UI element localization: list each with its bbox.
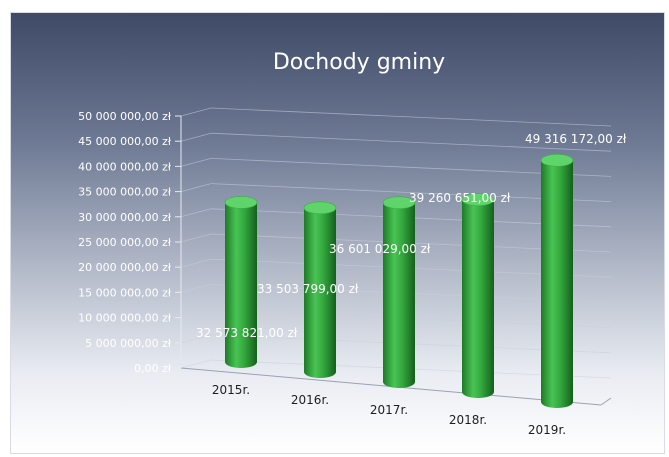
y-tick-label: 20 000 000,00 zł bbox=[78, 261, 172, 274]
x-tick-label: 2015r. bbox=[212, 383, 250, 397]
bar-body bbox=[462, 199, 494, 398]
gridline-side bbox=[180, 284, 212, 293]
bar-2017r. bbox=[382, 196, 416, 388]
bar-layer bbox=[224, 154, 574, 408]
gridline-side bbox=[180, 183, 212, 192]
bar-2018r. bbox=[461, 193, 495, 398]
chart-frame: Dochody gminy 0,00 zł 5 000 000,00 zł 10 0… bbox=[10, 12, 665, 454]
y-tick-label: 50 000 000,00 zł bbox=[78, 110, 172, 123]
gridline-side bbox=[180, 132, 212, 142]
data-label: 39 260 651,00 zł bbox=[409, 191, 511, 205]
data-label: 36 601 029,00 zł bbox=[329, 242, 431, 256]
y-tick-label: 30 000 000,00 zł bbox=[78, 211, 172, 224]
chart-title: Dochody gminy bbox=[273, 50, 445, 75]
y-tick-label: 45 000 000,00 zł bbox=[78, 135, 172, 148]
gridline-side bbox=[180, 233, 212, 243]
bar-top bbox=[224, 196, 258, 209]
floor-right-edge bbox=[600, 397, 612, 406]
bar-top bbox=[540, 154, 574, 167]
gridline-side bbox=[180, 208, 212, 218]
data-label: 33 503 799,00 zł bbox=[257, 282, 359, 296]
bar-2015r. bbox=[224, 196, 258, 368]
x-axis: 2015r. 2016r. 2017r. 2018r. 2019r. bbox=[212, 383, 566, 437]
x-tick-label: 2017r. bbox=[370, 403, 408, 417]
y-tick-label: 5 000 000,00 zł bbox=[85, 337, 172, 350]
bar-2016r. bbox=[303, 201, 337, 378]
y-tick-label: 0,00 zł bbox=[134, 362, 172, 375]
y-tick-label: 15 000 000,00 zł bbox=[78, 286, 172, 299]
y-axis: 0,00 zł 5 000 000,00 zł 10 000 000,00 zł 15… bbox=[78, 110, 182, 375]
bar-body bbox=[541, 160, 573, 408]
x-tick-label: 2019r. bbox=[528, 423, 566, 437]
data-label-layer: 32 573 821,00 zł 33 503 799,00 zł 36 601 0… bbox=[196, 132, 627, 340]
y-tick-label: 35 000 000,00 zł bbox=[78, 186, 172, 199]
y-tick-label: 25 000 000,00 zł bbox=[78, 236, 172, 249]
bar-body bbox=[304, 207, 336, 378]
gridline-side bbox=[180, 359, 212, 369]
gridline-side bbox=[180, 334, 212, 344]
gridline-side bbox=[180, 107, 212, 117]
gridline-side bbox=[180, 158, 212, 167]
y-tick-label: 10 000 000,00 zł bbox=[78, 312, 172, 325]
x-tick-label: 2018r. bbox=[449, 413, 487, 427]
x-tick-label: 2016r. bbox=[291, 393, 329, 407]
gridline-side bbox=[180, 258, 212, 268]
gridline-back bbox=[210, 107, 612, 127]
bar-body bbox=[225, 202, 257, 368]
bar-top bbox=[382, 196, 416, 209]
gridline-side bbox=[180, 309, 212, 318]
bar-top bbox=[303, 201, 337, 215]
bar-body bbox=[383, 202, 415, 388]
data-label: 49 316 172,00 zł bbox=[525, 132, 627, 146]
chart: Dochody gminy 0,00 zł 5 000 000,00 zł 10 0… bbox=[78, 50, 627, 437]
data-label: 32 573 821,00 zł bbox=[196, 326, 298, 340]
bar-top bbox=[461, 193, 495, 206]
gridline-back bbox=[210, 132, 612, 152]
bar-2019r. bbox=[540, 154, 574, 408]
y-tick-label: 40 000 000,00 zł bbox=[78, 160, 172, 173]
